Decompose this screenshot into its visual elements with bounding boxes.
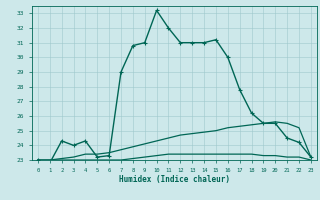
X-axis label: Humidex (Indice chaleur): Humidex (Indice chaleur) <box>119 175 230 184</box>
